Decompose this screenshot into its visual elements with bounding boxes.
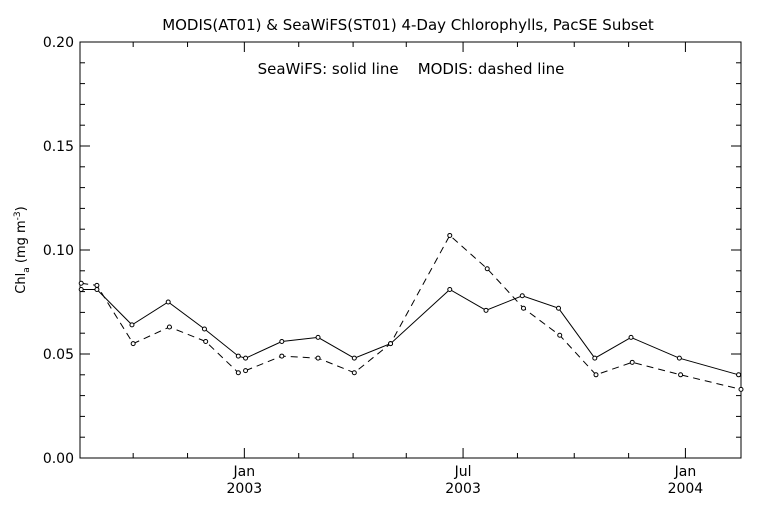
y-tick-label: 0.20	[43, 35, 74, 51]
data-point-seawifs	[315, 334, 321, 340]
data-point-seawifs	[243, 355, 249, 361]
data-point-modis	[203, 339, 209, 345]
data-point-modis	[629, 359, 635, 365]
data-point-seawifs	[676, 355, 682, 361]
y-axis: 0.00 0.05 0.10 0.15 0.20	[43, 35, 741, 467]
plot-frame	[79, 41, 742, 459]
data-point-seawifs	[129, 322, 135, 328]
data-point-seawifs	[556, 305, 562, 311]
data-point-modis	[557, 332, 563, 338]
data-point-modis	[520, 305, 526, 311]
chart-title: MODIS(AT01) & SeaWiFS(ST01) 4-Day Chloro…	[162, 16, 654, 34]
data-point-seawifs	[483, 307, 489, 313]
x-tick-label-month: Jul	[454, 464, 472, 480]
data-point-seawifs	[235, 353, 241, 359]
data-point-seawifs	[165, 299, 171, 305]
x-tick-label-month: Jan	[233, 464, 256, 480]
data-point-modis	[593, 372, 599, 378]
y-tick-label: 0.10	[43, 243, 74, 259]
x-tick-label-year: 2003	[445, 481, 481, 497]
data-point-seawifs	[628, 334, 634, 340]
data-point-modis	[738, 386, 744, 392]
x-tick-label-year: 2003	[227, 481, 263, 497]
data-point-modis	[388, 341, 394, 347]
series-line-seawifs	[81, 288, 739, 376]
data-point-seawifs	[78, 287, 84, 293]
data-point-seawifs	[279, 339, 285, 345]
y-axis-label: Chla (mg m-3)	[13, 206, 32, 293]
data-point-modis	[235, 370, 241, 376]
y-tick-label: 0.15	[43, 139, 74, 155]
x-tick-label-year: 2004	[668, 481, 704, 497]
data-point-modis	[447, 232, 453, 238]
data-point-modis	[484, 266, 490, 272]
data-point-modis	[243, 368, 249, 374]
data-point-modis	[315, 355, 321, 361]
y-tick-label: 0.05	[43, 347, 74, 363]
data-point-modis	[351, 370, 357, 376]
data-point-seawifs	[201, 326, 207, 332]
legend-annotation: SeaWiFS: solid line MODIS: dashed line	[258, 60, 565, 78]
data-point-seawifs	[351, 355, 357, 361]
data-point-modis	[78, 280, 84, 286]
data-point-modis	[678, 372, 684, 378]
data-point-modis	[279, 353, 285, 359]
data-point-seawifs	[447, 287, 453, 293]
data-point-seawifs	[592, 355, 598, 361]
series-line-modis	[81, 234, 742, 390]
data-point-seawifs	[736, 372, 742, 378]
data-point-modis	[130, 341, 136, 347]
series-layer	[78, 232, 744, 392]
y-tick-label: 0.00	[43, 451, 74, 467]
data-point-modis	[94, 282, 100, 288]
data-point-modis	[166, 324, 172, 330]
x-tick-label-month: Jan	[674, 464, 697, 480]
data-point-seawifs	[519, 293, 525, 299]
